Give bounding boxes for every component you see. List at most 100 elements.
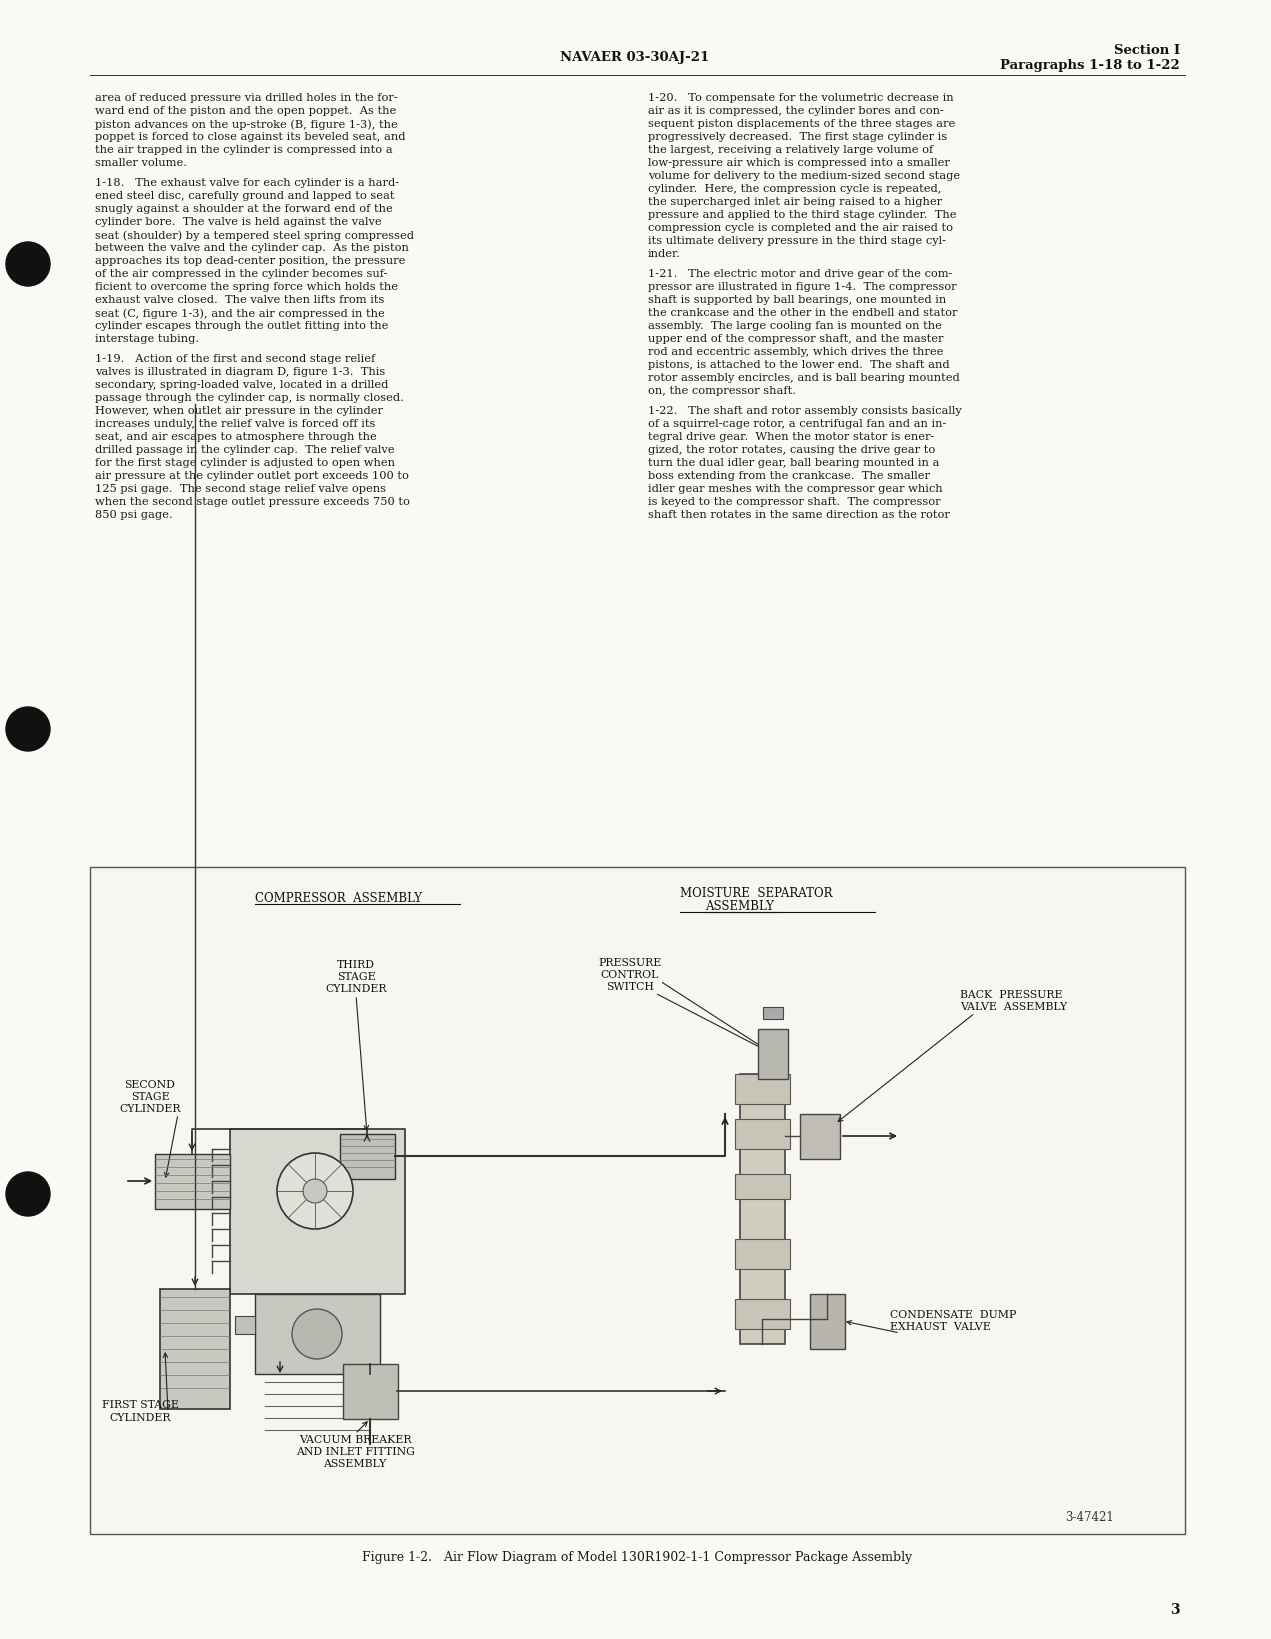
Text: seat, and air escapes to atmosphere through the: seat, and air escapes to atmosphere thro…: [95, 431, 376, 443]
Text: AND INLET FITTING: AND INLET FITTING: [296, 1446, 414, 1455]
Bar: [735, 1174, 791, 1200]
Text: pistons, is attached to the lower end.  The shaft and: pistons, is attached to the lower end. T…: [648, 361, 949, 370]
Text: 1-20.   To compensate for the volumetric decrease in: 1-20. To compensate for the volumetric d…: [648, 93, 953, 103]
Bar: [235, 1316, 255, 1334]
Text: CONDENSATE  DUMP: CONDENSATE DUMP: [890, 1310, 1017, 1319]
Text: VALVE  ASSEMBLY: VALVE ASSEMBLY: [960, 1001, 1068, 1011]
Bar: [763, 1008, 783, 1019]
Circle shape: [6, 243, 50, 287]
Text: assembly.  The large cooling fan is mounted on the: assembly. The large cooling fan is mount…: [648, 321, 942, 331]
Text: for the first stage cylinder is adjusted to open when: for the first stage cylinder is adjusted…: [95, 457, 395, 467]
Text: FIRST STAGE: FIRST STAGE: [102, 1400, 178, 1410]
Text: 850 psi gage.: 850 psi gage.: [95, 510, 173, 520]
Text: idler gear meshes with the compressor gear which: idler gear meshes with the compressor ge…: [648, 484, 943, 493]
Bar: [160, 1290, 230, 1410]
Text: seat (shoulder) by a tempered steel spring compressed: seat (shoulder) by a tempered steel spri…: [95, 229, 414, 241]
Text: 1-18.   The exhaust valve for each cylinder is a hard-: 1-18. The exhaust valve for each cylinde…: [95, 179, 399, 188]
Text: gized, the rotor rotates, causing the drive gear to: gized, the rotor rotates, causing the dr…: [648, 444, 935, 454]
Text: SECOND: SECOND: [125, 1080, 175, 1090]
Text: cylinder bore.  The valve is held against the valve: cylinder bore. The valve is held against…: [95, 216, 381, 226]
Text: approaches its top dead-center position, the pressure: approaches its top dead-center position,…: [95, 256, 405, 266]
Text: snugly against a shoulder at the forward end of the: snugly against a shoulder at the forward…: [95, 203, 393, 213]
Text: progressively decreased.  The first stage cylinder is: progressively decreased. The first stage…: [648, 131, 947, 143]
Bar: [735, 1239, 791, 1269]
Text: SWITCH: SWITCH: [606, 982, 655, 992]
Text: area of reduced pressure via drilled holes in the for-: area of reduced pressure via drilled hol…: [95, 93, 398, 103]
Bar: [735, 1119, 791, 1149]
Text: sequent piston displacements of the three stages are: sequent piston displacements of the thre…: [648, 120, 956, 129]
Text: of the air compressed in the cylinder becomes suf-: of the air compressed in the cylinder be…: [95, 269, 388, 279]
Text: compression cycle is completed and the air raised to: compression cycle is completed and the a…: [648, 223, 953, 233]
Bar: [799, 1115, 840, 1159]
Text: 3-47421: 3-47421: [1065, 1511, 1115, 1524]
Text: 125 psi gage.  The second stage relief valve opens: 125 psi gage. The second stage relief va…: [95, 484, 386, 493]
Text: However, when outlet air pressure in the cylinder: However, when outlet air pressure in the…: [95, 406, 383, 416]
Bar: [90, 867, 1185, 1534]
Bar: [155, 1154, 230, 1210]
Text: CYLINDER: CYLINDER: [325, 983, 386, 993]
Circle shape: [6, 1172, 50, 1216]
Text: cylinder.  Here, the compression cycle is repeated,: cylinder. Here, the compression cycle is…: [648, 184, 942, 193]
Text: EXHAUST  VALVE: EXHAUST VALVE: [890, 1321, 991, 1331]
Text: 1-19.   Action of the first and second stage relief: 1-19. Action of the first and second sta…: [95, 354, 375, 364]
Text: passage through the cylinder cap, is normally closed.: passage through the cylinder cap, is nor…: [95, 393, 404, 403]
Circle shape: [292, 1310, 342, 1359]
Text: ened steel disc, carefully ground and lapped to seat: ened steel disc, carefully ground and la…: [95, 190, 394, 202]
Text: Section I: Section I: [1113, 44, 1179, 56]
Text: pressor are illustrated in figure 1-4.  The compressor: pressor are illustrated in figure 1-4. T…: [648, 282, 957, 292]
Text: volume for delivery to the medium-sized second stage: volume for delivery to the medium-sized …: [648, 170, 960, 180]
Text: interstage tubing.: interstage tubing.: [95, 334, 200, 344]
Bar: [735, 1300, 791, 1329]
Text: its ultimate delivery pressure in the third stage cyl-: its ultimate delivery pressure in the th…: [648, 236, 946, 246]
Text: low-pressure air which is compressed into a smaller: low-pressure air which is compressed int…: [648, 157, 949, 167]
Text: rotor assembly encircles, and is ball bearing mounted: rotor assembly encircles, and is ball be…: [648, 372, 960, 384]
Text: tegral drive gear.  When the motor stator is ener-: tegral drive gear. When the motor stator…: [648, 431, 934, 443]
Text: cylinder escapes through the outlet fitting into the: cylinder escapes through the outlet fitt…: [95, 321, 389, 331]
Text: CYLINDER: CYLINDER: [119, 1103, 180, 1113]
Text: pressure and applied to the third stage cylinder.  The: pressure and applied to the third stage …: [648, 210, 957, 220]
Text: turn the dual idler gear, ball bearing mounted in a: turn the dual idler gear, ball bearing m…: [648, 457, 939, 467]
Circle shape: [277, 1154, 353, 1229]
Bar: [230, 1129, 405, 1295]
Bar: [758, 1029, 788, 1080]
Text: seat (C, figure 1-3), and the air compressed in the: seat (C, figure 1-3), and the air compre…: [95, 308, 385, 318]
Text: MOISTURE  SEPARATOR: MOISTURE SEPARATOR: [680, 887, 833, 900]
Text: THIRD: THIRD: [337, 959, 375, 969]
Bar: [255, 1295, 380, 1373]
Text: 1-22.   The shaft and rotor assembly consists basically: 1-22. The shaft and rotor assembly consi…: [648, 406, 962, 416]
Text: drilled passage in the cylinder cap.  The relief valve: drilled passage in the cylinder cap. The…: [95, 444, 394, 454]
Text: CONTROL: CONTROL: [601, 969, 660, 980]
Text: between the valve and the cylinder cap.  As the piston: between the valve and the cylinder cap. …: [95, 243, 409, 252]
Text: rod and eccentric assembly, which drives the three: rod and eccentric assembly, which drives…: [648, 347, 943, 357]
Text: VACUUM BREAKER: VACUUM BREAKER: [299, 1434, 412, 1444]
Text: 1-21.   The electric motor and drive gear of the com-: 1-21. The electric motor and drive gear …: [648, 269, 952, 279]
Text: ASSEMBLY: ASSEMBLY: [323, 1459, 386, 1469]
Text: the largest, receiving a relatively large volume of: the largest, receiving a relatively larg…: [648, 144, 933, 156]
Circle shape: [302, 1180, 327, 1203]
Text: of a squirrel-cage rotor, a centrifugal fan and an in-: of a squirrel-cage rotor, a centrifugal …: [648, 418, 947, 429]
Text: ASSEMBLY: ASSEMBLY: [705, 900, 774, 913]
Text: Paragraphs 1-18 to 1-22: Paragraphs 1-18 to 1-22: [1000, 59, 1179, 72]
Text: inder.: inder.: [648, 249, 681, 259]
Text: CYLINDER: CYLINDER: [109, 1413, 170, 1423]
Text: boss extending from the crankcase.  The smaller: boss extending from the crankcase. The s…: [648, 470, 930, 480]
Text: COMPRESSOR  ASSEMBLY: COMPRESSOR ASSEMBLY: [255, 892, 422, 905]
Text: valves is illustrated in diagram D, figure 1-3.  This: valves is illustrated in diagram D, figu…: [95, 367, 385, 377]
Text: NAVAER 03-30AJ-21: NAVAER 03-30AJ-21: [561, 51, 709, 64]
Text: the crankcase and the other in the endbell and stator: the crankcase and the other in the endbe…: [648, 308, 957, 318]
Text: secondary, spring-loaded valve, located in a drilled: secondary, spring-loaded valve, located …: [95, 380, 389, 390]
Text: air as it is compressed, the cylinder bores and con-: air as it is compressed, the cylinder bo…: [648, 107, 944, 116]
Text: 3: 3: [1171, 1601, 1179, 1616]
Text: PRESSURE: PRESSURE: [599, 957, 662, 967]
Circle shape: [6, 708, 50, 752]
Text: piston advances on the up-stroke (B, figure 1-3), the: piston advances on the up-stroke (B, fig…: [95, 120, 398, 129]
Text: the supercharged inlet air being raised to a higher: the supercharged inlet air being raised …: [648, 197, 942, 207]
Text: exhaust valve closed.  The valve then lifts from its: exhaust valve closed. The valve then lif…: [95, 295, 384, 305]
Text: is keyed to the compressor shaft.  The compressor: is keyed to the compressor shaft. The co…: [648, 497, 941, 506]
Text: when the second stage outlet pressure exceeds 750 to: when the second stage outlet pressure ex…: [95, 497, 409, 506]
Bar: [343, 1364, 398, 1419]
Text: ward end of the piston and the open poppet.  As the: ward end of the piston and the open popp…: [95, 107, 397, 116]
Text: increases unduly, the relief valve is forced off its: increases unduly, the relief valve is fo…: [95, 418, 375, 429]
Text: ficient to overcome the spring force which holds the: ficient to overcome the spring force whi…: [95, 282, 398, 292]
Bar: [740, 1074, 785, 1344]
